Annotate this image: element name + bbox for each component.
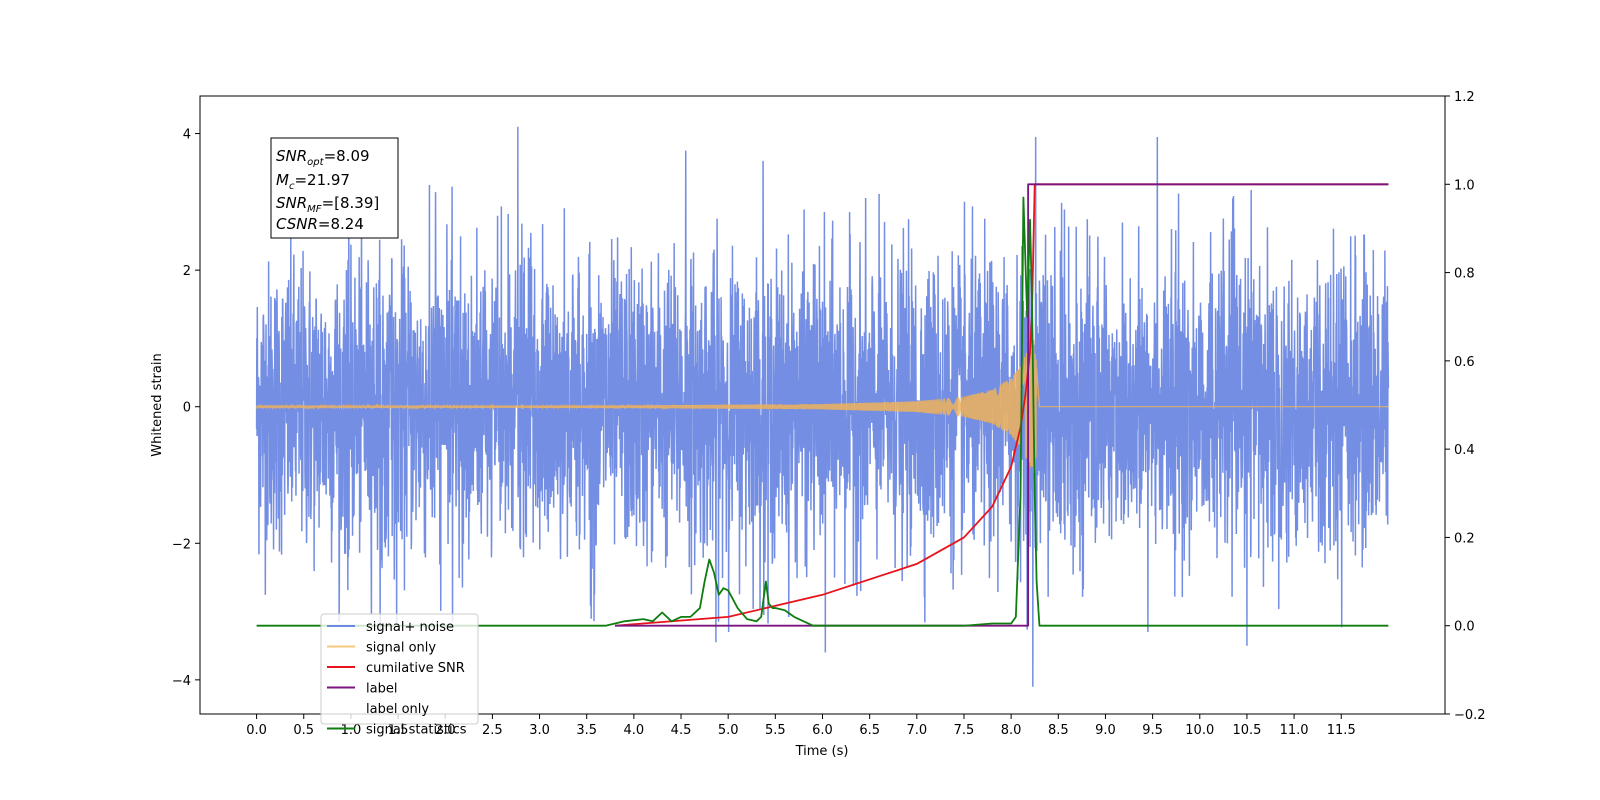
x-tick-label: 3.5 <box>576 723 597 738</box>
x-tick-label: 4.0 <box>624 723 645 738</box>
x-tick-label: 6.5 <box>859 723 880 738</box>
annotation-box: SNRopt=8.09 Mc=21.97 SNRMF=[8.39] CSNR=8… <box>270 137 399 239</box>
y-tick-label: 0 <box>183 401 191 416</box>
y-tick-label: 4 <box>183 128 191 143</box>
x-tick-label: 11.0 <box>1280 723 1309 738</box>
series-signal-noise <box>255 126 1390 687</box>
x-tick-label: 10.0 <box>1185 723 1214 738</box>
series-signal-statistics <box>256 196 1389 627</box>
y2-tick-label: 0.0 <box>1454 620 1475 635</box>
x-tick-label: 7.5 <box>954 723 975 738</box>
x-tick-label: 6.0 <box>812 723 833 738</box>
x-tick-label: 8.5 <box>1048 723 1069 738</box>
x-tick-label: 9.0 <box>1095 723 1116 738</box>
y2-tick-label: 1.0 <box>1454 178 1475 193</box>
x-tick-label: 2.0 <box>435 723 456 738</box>
y2-tick-label: 0.4 <box>1454 443 1475 458</box>
legend-label: signal statistics <box>366 723 467 738</box>
x-tick-label: 0.5 <box>293 723 314 738</box>
y-axis-title: Whitened strain <box>150 353 165 456</box>
series-layer <box>255 126 1390 687</box>
y-tick-label: 2 <box>183 264 191 279</box>
legend-label: label <box>366 682 397 697</box>
annotation-mc: Mc=21.97 <box>276 171 350 192</box>
annotation-snr-mf: SNRMF=[8.39] <box>276 194 379 215</box>
x-tick-label: 7.0 <box>906 723 927 738</box>
y-tick-label: −2 <box>172 537 191 552</box>
x-axis-title: Time (s) <box>795 744 849 759</box>
series-signal-only <box>256 340 1389 473</box>
y2-tick-label: 0.8 <box>1454 267 1475 282</box>
x-tick-label: 4.5 <box>671 723 692 738</box>
y2-tick-label: 0.6 <box>1454 355 1475 370</box>
x-tick-label: 3.0 <box>529 723 550 738</box>
x-tick-label: 10.5 <box>1232 723 1261 738</box>
legend-label: signal+ noise <box>366 620 454 635</box>
y-tick-label: −4 <box>172 674 191 689</box>
x-tick-label: 1.5 <box>388 723 409 738</box>
y2-tick-label: 1.2 <box>1454 90 1475 105</box>
x-tick-label: 5.0 <box>718 723 739 738</box>
legend-label: cumilative SNR <box>366 661 465 676</box>
x-tick-label: 0.0 <box>246 723 267 738</box>
legend: signal+ noise signal only cumilative SNR la… <box>320 613 479 738</box>
x-tick-label: 11.5 <box>1327 723 1356 738</box>
legend-label: signal only <box>366 641 436 656</box>
x-tick-label: 9.5 <box>1142 723 1163 738</box>
x-tick-label: 2.5 <box>482 723 503 738</box>
annotation-snr-opt: SNRopt=8.09 <box>276 147 370 168</box>
axes-layer: 0.0 0.5 1.0 1.5 2.0 2.5 3.0 3.5 4.0 4.5 5.0 5.5 6.0 6… <box>172 90 1486 738</box>
legend-frame <box>320 613 479 725</box>
x-tick-label: 5.5 <box>765 723 786 738</box>
x-tick-label: 1.0 <box>341 723 362 738</box>
y2-tick-label: −0.2 <box>1454 708 1486 723</box>
legend-label: label only <box>366 702 429 717</box>
annotation-csnr: CSNR=8.24 <box>276 215 364 233</box>
x-tick-label: 8.0 <box>1001 723 1022 738</box>
y2-tick-label: 0.2 <box>1454 531 1475 546</box>
annotation-frame <box>270 137 399 239</box>
